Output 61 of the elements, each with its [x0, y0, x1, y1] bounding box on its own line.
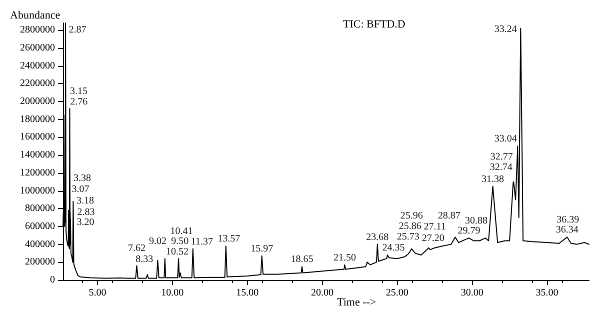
y-tick-label: 200000 — [25, 256, 55, 268]
annotation: 24.35 — [382, 242, 405, 254]
y-tick-label: 1400000 — [20, 150, 55, 161]
annotation: 3.18 — [76, 196, 94, 207]
annotation: 27.11 — [424, 221, 446, 232]
y-tick-label: 0 — [50, 274, 55, 286]
annotation: 28.87 — [438, 210, 460, 222]
annotation: 30.88 — [465, 216, 488, 227]
y-tick-label: 1000000 — [20, 185, 55, 196]
annotation: 10.41 — [170, 226, 193, 238]
annotation: 23.68 — [366, 232, 389, 243]
x-tick-label: 15.00 — [236, 288, 259, 298]
annotation: 15.97 — [250, 243, 274, 254]
annotation: 9.02 — [148, 236, 166, 247]
x-tick-label: 30.00 — [460, 288, 484, 298]
annotation: 21.50 — [333, 252, 356, 264]
chart-title: TIC: BFTD.D — [343, 18, 406, 30]
y-tick-label: 2600000 — [20, 42, 55, 54]
annotation: 32.74 — [490, 162, 512, 174]
annotation: 32.77 — [490, 151, 513, 162]
annotation: 2.83 — [77, 206, 95, 218]
annotation: 7.62 — [128, 243, 146, 254]
annotation: 27.20 — [422, 233, 444, 244]
y-tick-label: 2000000 — [20, 96, 55, 108]
y-tick-label: 1200000 — [20, 167, 55, 178]
x-tick-label: 35.00 — [536, 288, 558, 298]
y-tick-label: 800000 — [25, 203, 55, 214]
x-tick-label: 20.00 — [311, 288, 334, 298]
y-tick-label: 400000 — [25, 238, 55, 250]
annotation: 2.87 — [68, 24, 86, 36]
y-tick-label: 600000 — [25, 220, 55, 232]
y-axis-title: Abundance — [10, 10, 60, 22]
annotation: 10.52 — [166, 246, 188, 258]
annotation: 18.65 — [290, 254, 314, 266]
annotation: 36.34 — [556, 224, 578, 236]
annotation: 25.96 — [400, 210, 423, 222]
annotation: 3.07 — [72, 184, 90, 195]
annotation: 25.73 — [396, 232, 420, 243]
annotation: 3.15 — [70, 86, 88, 98]
annotation: 3.20 — [76, 216, 94, 228]
annotation: 11.37 — [190, 236, 213, 248]
x-axis-title: Time --> — [337, 296, 376, 308]
y-tick-label: 1800000 — [20, 114, 55, 125]
y-tick-label: 1600000 — [20, 132, 55, 143]
y-tick-label: 2800000 — [20, 24, 55, 36]
x-tick-label: 10.00 — [161, 288, 184, 298]
y-tick-label: 2200000 — [20, 78, 55, 90]
x-tick-label: 25.00 — [386, 288, 408, 298]
annotation: 33.04 — [494, 134, 517, 145]
annotation: 29.79 — [458, 226, 480, 237]
y-tick-label: 2400000 — [20, 60, 55, 72]
annotation: 8.33 — [136, 254, 154, 266]
annotation: 3.38 — [73, 172, 91, 184]
annotation: 36.39 — [556, 214, 580, 226]
annotation: 13.57 — [218, 234, 240, 245]
annotation: 2.76 — [70, 96, 88, 108]
annotation: 31.38 — [482, 174, 504, 185]
annotation: 9.50 — [171, 236, 189, 248]
annotation: 33.24 — [494, 24, 517, 35]
annotation: 25.86 — [398, 220, 422, 232]
x-tick-label: 5.00 — [88, 288, 106, 298]
